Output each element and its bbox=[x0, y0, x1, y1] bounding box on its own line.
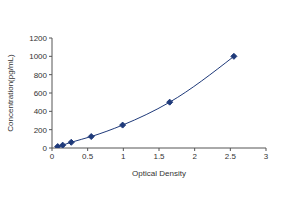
svg-text:600: 600 bbox=[34, 89, 48, 98]
svg-text:1: 1 bbox=[121, 152, 126, 161]
svg-text:1.5: 1.5 bbox=[153, 152, 165, 161]
svg-text:2.5: 2.5 bbox=[225, 152, 237, 161]
svg-text:1000: 1000 bbox=[29, 52, 47, 61]
svg-text:Optical Density: Optical Density bbox=[132, 169, 186, 178]
svg-text:400: 400 bbox=[34, 107, 48, 116]
svg-text:200: 200 bbox=[34, 126, 48, 135]
svg-text:0.5: 0.5 bbox=[82, 152, 94, 161]
svg-text:3: 3 bbox=[264, 152, 269, 161]
svg-text:2: 2 bbox=[192, 152, 197, 161]
svg-text:0: 0 bbox=[43, 144, 48, 153]
svg-text:0: 0 bbox=[50, 152, 55, 161]
svg-text:1200: 1200 bbox=[29, 34, 47, 43]
svg-text:Concentration(pg/mL): Concentration(pg/mL) bbox=[8, 54, 15, 132]
svg-text:800: 800 bbox=[34, 71, 48, 80]
